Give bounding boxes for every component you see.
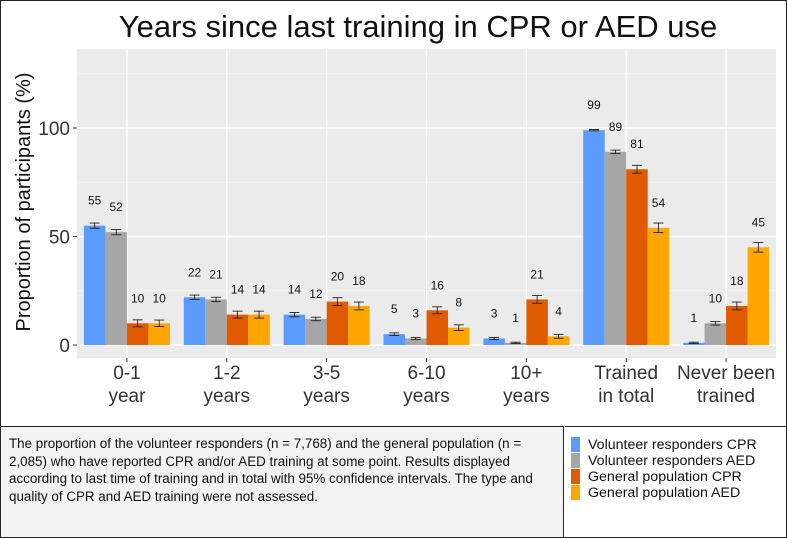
data-label: 10: [709, 291, 723, 305]
bar: [83, 225, 106, 345]
data-label: 54: [652, 196, 666, 210]
x-tick-label: 0-1: [113, 363, 140, 384]
y-tick-label: 50: [49, 228, 70, 249]
legend-swatch: [571, 437, 580, 452]
data-label: 18: [730, 274, 744, 288]
y-tick-label: 100: [38, 119, 70, 140]
chart-title: Years since last training in CPR or AED …: [119, 9, 717, 44]
bar-chart: Years since last training in CPR or AED …: [13, 9, 776, 407]
error-bars-group: [89, 129, 764, 344]
legend-label: General population AED: [588, 484, 741, 501]
data-label: 3: [412, 306, 419, 320]
x-tick-label: 10+: [510, 363, 542, 384]
x-tick-label: years: [503, 386, 549, 407]
y-axis-label: Proportion of participants (%): [13, 72, 35, 331]
data-label: 52: [109, 200, 123, 214]
y-axis-ticks: 0 50 100: [38, 119, 77, 357]
bar: [626, 169, 648, 345]
bar: [283, 314, 306, 345]
bar: [326, 301, 349, 345]
x-tick-label: years: [204, 386, 250, 407]
x-tick-label: years: [303, 386, 349, 407]
legend-item: Volunteer responders AED: [571, 452, 755, 469]
legend-swatch: [571, 469, 580, 484]
bar: [226, 314, 249, 345]
x-tick-label: Trained: [594, 363, 658, 384]
data-label: 22: [188, 265, 202, 279]
data-label: 21: [530, 267, 544, 281]
legend-item: General population CPR: [571, 468, 742, 485]
bar: [726, 305, 748, 345]
x-tick-label: in total: [598, 386, 654, 407]
data-label: 14: [252, 283, 266, 297]
bar: [547, 336, 570, 345]
legend-swatch: [571, 485, 580, 500]
bar: [305, 318, 327, 345]
bar: [348, 305, 370, 345]
legend-label: Volunteer responders AED: [588, 452, 756, 469]
legend-swatch: [571, 453, 580, 468]
data-label: 5: [391, 302, 398, 316]
x-tick-label: 1-2: [213, 363, 240, 384]
bar: [583, 130, 605, 345]
bar: [126, 323, 149, 345]
data-label: 14: [231, 283, 245, 297]
bars-group: [83, 130, 770, 345]
data-label: 81: [630, 137, 644, 151]
data-label: 21: [209, 267, 223, 281]
data-label: 10: [152, 291, 166, 305]
legend-label: General population CPR: [588, 468, 742, 485]
data-label: 8: [455, 296, 462, 310]
bar: [647, 227, 670, 345]
bar: [426, 310, 448, 345]
x-tick-label: year: [108, 386, 146, 407]
x-tick-label: years: [403, 386, 449, 407]
data-label: 16: [431, 278, 445, 292]
x-axis-ticks: 0-1year1-2years3-5years6-10years10+years…: [108, 358, 775, 407]
bar: [405, 338, 427, 345]
bar: [448, 327, 470, 345]
y-tick-label: 0: [59, 336, 70, 357]
data-label: 10: [131, 291, 145, 305]
data-label: 12: [309, 287, 323, 301]
caption-panel: The proportion of the volunteer responde…: [1, 426, 564, 537]
data-label: 3: [491, 306, 498, 320]
bar: [483, 338, 505, 345]
data-label: 45: [752, 215, 766, 229]
bar: [105, 232, 127, 345]
data-label: 1: [690, 311, 697, 325]
x-tick-label: Never been: [677, 363, 775, 384]
data-label: 14: [288, 283, 302, 297]
bar: [747, 247, 770, 345]
bar: [148, 323, 170, 345]
x-tick-label: 3-5: [313, 363, 340, 384]
legend-item: General population AED: [571, 484, 740, 501]
legend-label: Volunteer responders CPR: [588, 436, 757, 453]
data-label: 99: [587, 98, 601, 112]
bar: [526, 299, 548, 345]
legend: Volunteer responders CPR Volunteer respon…: [565, 426, 786, 537]
x-tick-label: trained: [697, 386, 755, 407]
bar: [183, 297, 206, 345]
data-label: 1: [512, 311, 519, 325]
bar: [205, 299, 227, 345]
bar: [383, 334, 405, 345]
caption-text: The proportion of the volunteer responde…: [9, 436, 533, 504]
data-label: 18: [352, 274, 366, 288]
bar: [604, 151, 627, 345]
data-label: 55: [88, 194, 102, 208]
bar: [704, 323, 727, 345]
data-label: 20: [331, 270, 345, 284]
legend-item: Volunteer responders CPR: [571, 436, 757, 453]
x-tick-label: 6-10: [407, 363, 445, 384]
data-label: 4: [555, 304, 562, 318]
bar: [248, 314, 270, 345]
data-label: 89: [609, 120, 623, 134]
